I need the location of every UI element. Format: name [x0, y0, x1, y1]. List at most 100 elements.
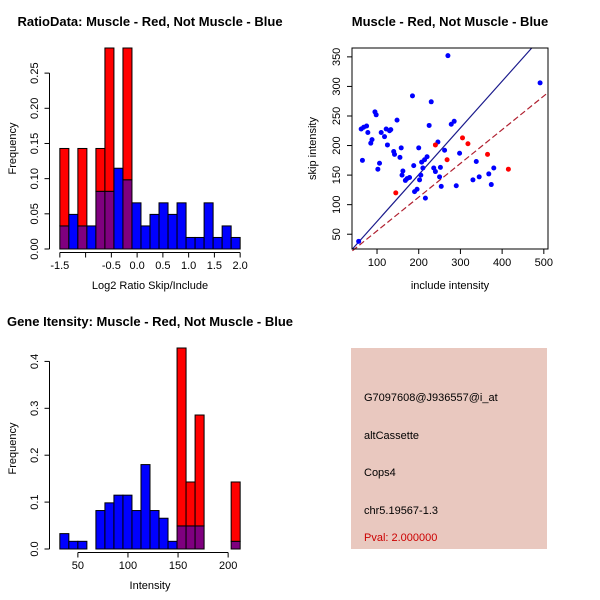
scatter-point-blue — [399, 172, 405, 178]
probe-info-box: G7097608@J936557@i_at altCassette Cops4 … — [351, 348, 547, 549]
probe-info-panel: G7097608@J936557@i_at altCassette Cops4 … — [300, 300, 600, 600]
y-tick-label: 0.4 — [29, 354, 41, 369]
scatter-point-blue — [382, 134, 388, 140]
scatter-point-blue — [457, 150, 463, 156]
hist-bar-overlap — [194, 525, 205, 550]
scatter-point-red — [460, 135, 466, 141]
pval-text: Pval: 2.000000 — [364, 532, 438, 544]
scatter-point-blue — [488, 182, 494, 188]
scatter-point-blue — [394, 117, 400, 123]
scatter-point-blue — [400, 168, 406, 174]
plot-title: Gene Itensity: Muscle - Red, Not Muscle … — [7, 314, 293, 329]
hist-bar-blue — [194, 236, 205, 250]
hist-bar-blue — [149, 213, 160, 250]
y-tick-label: 200 — [331, 136, 343, 154]
hist-bar-overlap — [77, 225, 88, 250]
x-tick-label: 0.5 — [155, 260, 170, 272]
gene-name-text: Cops4 — [364, 467, 396, 479]
x-axis-title: Log2 Ratio Skip/Include — [92, 280, 208, 292]
scatter-point-blue — [369, 137, 375, 143]
scatter-point-blue — [473, 159, 479, 165]
x-tick-label: 100 — [119, 560, 137, 572]
hist-bar-blue — [167, 540, 178, 550]
hist-bar-overlap — [122, 179, 133, 250]
x-tick-label: 50 — [72, 560, 84, 572]
y-tick-label: 150 — [331, 166, 343, 184]
hist-bar-blue — [86, 225, 97, 250]
x-axis-title: Intensity — [130, 580, 171, 592]
scatter-point-red — [505, 166, 511, 172]
scatter-point-blue — [365, 130, 371, 136]
ratio-histogram-chart: RatioData: Muscle - Red, Not Muscle - Bl… — [7, 14, 283, 292]
hist-bar-blue — [176, 202, 187, 250]
scatter-point-blue — [445, 53, 451, 59]
hist-bar-overlap — [104, 190, 115, 250]
scatter-point-blue — [442, 147, 448, 153]
hist-bar-blue — [131, 202, 142, 250]
scatter-point-blue — [437, 164, 443, 170]
scatter-point-blue — [424, 154, 430, 160]
hist-bar-blue — [140, 464, 151, 550]
plot-box — [351, 47, 549, 250]
x-tick-label: -1.5 — [50, 260, 69, 272]
y-tick-label: 0.25 — [29, 62, 41, 83]
scatter-point-red — [393, 190, 399, 196]
hist-bar-red — [194, 414, 205, 527]
scatter-point-blue — [417, 177, 423, 183]
scatter-point-blue — [428, 99, 434, 105]
hist-bar-blue — [203, 202, 214, 250]
scatter-point-blue — [411, 163, 417, 169]
scatter-point-blue — [378, 130, 384, 136]
scatter-point-blue — [375, 166, 381, 172]
scatter-point-blue — [416, 145, 422, 151]
hist-bar-blue — [158, 517, 169, 550]
scatter-point-blue — [420, 165, 426, 171]
scatter-point-blue — [451, 118, 457, 124]
scatter-point-red — [432, 142, 438, 148]
hist-bar-blue — [230, 236, 241, 250]
scatter-point-blue — [453, 183, 459, 189]
x-tick-label: 2.0 — [233, 260, 248, 272]
x-tick-label: 0.0 — [129, 260, 144, 272]
hist-bar-red — [104, 47, 115, 192]
y-tick-label: 0.0 — [29, 541, 41, 556]
scatter-point-blue — [359, 157, 365, 163]
x-tick-label: 200 — [410, 257, 428, 269]
scatter-point-blue — [392, 151, 398, 157]
scatter-point-blue — [414, 186, 420, 192]
y-axis-title: skip intensity — [307, 117, 319, 180]
x-tick-label: 500 — [535, 257, 553, 269]
hist-bar-red — [230, 481, 241, 542]
y-tick-label: 0.20 — [29, 98, 41, 119]
hist-bar-overlap — [230, 540, 241, 550]
scatter-point-blue — [397, 154, 403, 160]
hist-bar-blue — [77, 540, 88, 550]
scatter-point-blue — [432, 169, 438, 175]
hist-bar-blue — [140, 225, 151, 250]
scatter-point-blue — [491, 165, 497, 171]
hist-bar-red — [59, 147, 70, 227]
hist-bar-overlap — [95, 190, 106, 250]
hist-bar-blue — [167, 213, 178, 250]
hist-bar-red — [77, 147, 88, 227]
hist-bar-blue — [104, 502, 115, 550]
scatter-point-blue — [470, 177, 476, 183]
hist-bar-red — [95, 147, 106, 192]
hist-bar-blue — [131, 510, 142, 550]
y-tick-label: 0.10 — [29, 168, 41, 189]
y-tick-label: 300 — [331, 77, 343, 95]
scatter-point-blue — [486, 171, 492, 177]
y-tick-label: 0.3 — [29, 401, 41, 416]
scatter-point-blue — [364, 123, 370, 129]
scatter-point-blue — [418, 172, 424, 178]
ratio-histogram-panel: RatioData: Muscle - Red, Not Muscle - Bl… — [0, 0, 300, 300]
hist-bar-red — [122, 47, 133, 181]
y-tick-label: 250 — [331, 107, 343, 125]
hist-bar-overlap — [176, 525, 187, 550]
hist-bar-blue — [122, 494, 133, 550]
scatter-point-blue — [398, 145, 404, 151]
hist-bar-overlap — [59, 225, 70, 250]
hist-bar-red — [185, 481, 196, 527]
x-axis-title: include intensity — [411, 280, 490, 292]
